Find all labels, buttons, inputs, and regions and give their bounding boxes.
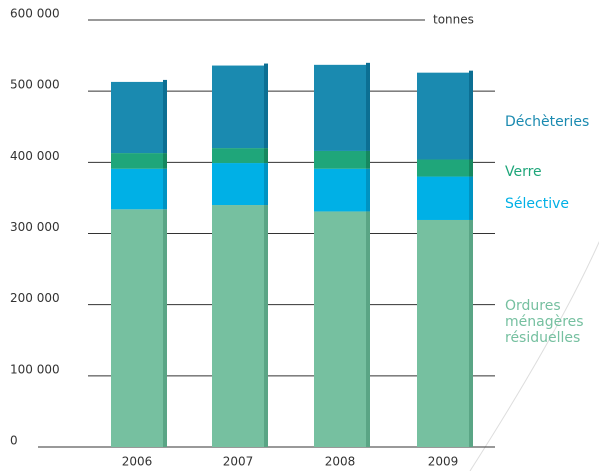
x-tick-label: 2006: [122, 455, 153, 469]
bar-segment: [212, 205, 264, 447]
bar-edge: [163, 153, 167, 169]
bar-edge: [163, 209, 167, 447]
bar-edge: [366, 168, 370, 212]
bar-segment: [111, 81, 163, 154]
bar-segment: [314, 211, 366, 447]
y-tick-label: 400 000: [10, 149, 60, 163]
x-tick-label: 2007: [223, 455, 254, 469]
bar-segment: [417, 72, 469, 160]
bar-edge: [469, 70, 473, 160]
legend-entry: Sélective: [505, 196, 569, 212]
bar-edge: [469, 176, 473, 220]
y-tick-label: 300 000: [10, 220, 60, 234]
bar-segment: [417, 159, 469, 177]
bar-segment: [111, 153, 163, 169]
x-tick-label: 2008: [325, 455, 356, 469]
y-tick-label: 500 000: [10, 78, 60, 92]
y-unit: tonnes: [433, 13, 474, 27]
decor-curve: [469, 240, 599, 471]
y-tick-label: 600 000: [10, 7, 60, 21]
bar-edge: [366, 62, 370, 151]
bar-edge: [264, 163, 268, 206]
bar-edge: [469, 159, 473, 177]
bar-edge: [264, 205, 268, 447]
bar-edge: [163, 79, 167, 154]
bar-segment: [212, 65, 264, 149]
legend-entry: Déchèteries: [505, 114, 590, 130]
y-tick-label: 0: [10, 434, 18, 448]
bar-edge: [469, 219, 473, 447]
bar-segment: [212, 163, 264, 206]
bar-segment: [212, 148, 264, 164]
bar-segment: [314, 64, 366, 151]
bar-segment: [111, 209, 163, 447]
bar-edge: [264, 63, 268, 149]
x-tick-label: 2009: [428, 455, 459, 469]
bar-edge: [264, 148, 268, 164]
bar-segment: [314, 150, 366, 169]
legend-entry: Verre: [505, 164, 542, 180]
y-tick-label: 100 000: [10, 362, 60, 376]
legend-entry: Ordures ménagères résiduelles: [505, 298, 584, 346]
bar-segment: [314, 168, 366, 212]
y-tick-label: 200 000: [10, 291, 60, 305]
bar-segment: [111, 168, 163, 210]
bar-segment: [417, 176, 469, 220]
bar-edge: [366, 150, 370, 169]
bar-segment: [417, 219, 469, 447]
bar-edge: [366, 211, 370, 447]
bar-edge: [163, 168, 167, 210]
